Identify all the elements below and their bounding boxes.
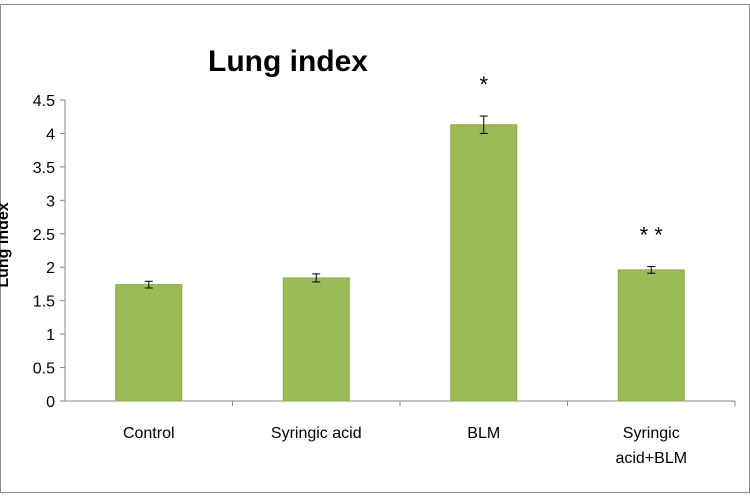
y-tick-label: 0.5: [33, 361, 55, 378]
y-tick-label: 1: [46, 327, 55, 344]
y-tick-label: 1.5: [33, 294, 55, 311]
x-category-label: acid+BLM: [615, 450, 687, 467]
bar: [450, 124, 518, 402]
y-tick-label: 3: [46, 193, 55, 210]
significance-marker: * *: [640, 223, 664, 248]
y-tick-label: 4.5: [33, 93, 55, 110]
chart-border: [0, 4, 750, 493]
y-tick-label: 0: [46, 394, 55, 411]
significance-marker: *: [479, 72, 488, 97]
x-category-label: Control: [123, 425, 175, 442]
y-tick-label: 2: [46, 260, 55, 277]
y-axis-label: Lung index: [0, 202, 12, 287]
y-tick-label: 3.5: [33, 160, 55, 177]
bar: [617, 269, 685, 402]
bar: [282, 277, 350, 402]
plot-area: 0 0.5 1 1.5 2 2.5 3 3.5 4 4.5 Lung index Control Syr…: [0, 72, 736, 467]
chart-title: Lung index: [208, 45, 368, 78]
x-category-label: BLM: [467, 425, 500, 442]
y-tick-label: 2.5: [33, 227, 55, 244]
x-category-label: Syringic acid: [271, 425, 362, 442]
x-category-label: Syringic: [623, 425, 680, 442]
y-tick-label: 4: [46, 126, 55, 143]
bar: [115, 284, 183, 402]
